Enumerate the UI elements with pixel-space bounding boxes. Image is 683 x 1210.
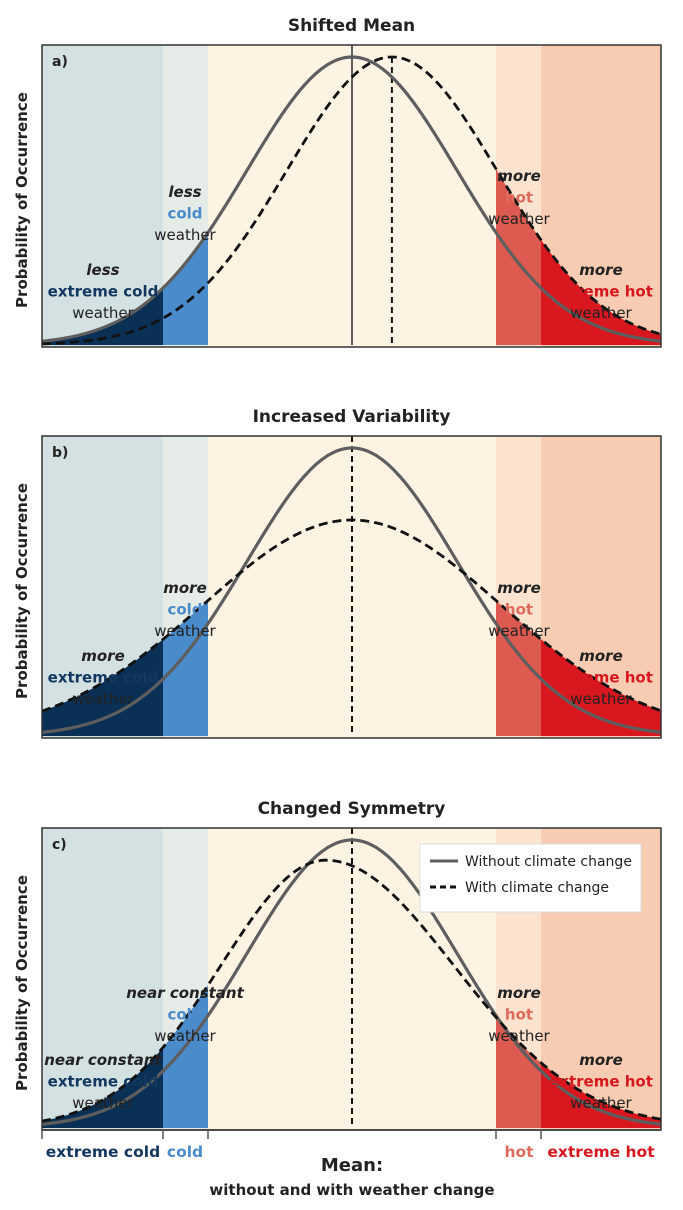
- tail-fill-cold: [163, 985, 208, 1128]
- annotation-cold: more cold weather: [154, 579, 216, 640]
- legend: Without climate change With climate chang…: [419, 843, 642, 913]
- x-category-label: hot: [504, 1143, 534, 1161]
- annotation-qualifier: more: [81, 647, 125, 665]
- annotation-weather: weather: [154, 1027, 216, 1045]
- annotation-extreme-cold: near constant extreme cold weather: [44, 1051, 162, 1112]
- annotation-cold: near constant cold weather: [126, 984, 244, 1045]
- x-category-label: extreme cold: [46, 1143, 160, 1161]
- annotation-category: extreme hot: [549, 1073, 653, 1091]
- annotation-category: extreme cold: [48, 283, 159, 301]
- y-axis-label: Probability of Occurrence: [13, 875, 31, 1091]
- tail-fill-hot: [496, 168, 541, 345]
- curve-with-climate-change: [41, 858, 662, 1123]
- annotation-weather: weather: [72, 1094, 134, 1112]
- curve-without-climate-change: [41, 838, 662, 1126]
- annotation-qualifier: more: [579, 647, 623, 665]
- legend-label: Without climate change: [465, 854, 632, 870]
- annotation-extreme-cold: less extreme cold weather: [48, 261, 159, 322]
- annotation-weather: weather: [154, 226, 216, 244]
- band-extreme-cold: [42, 45, 163, 347]
- panel-frame: [41, 44, 662, 348]
- annotation-hot: more hot weather: [488, 167, 550, 228]
- curve-without-climate-change: [41, 446, 662, 734]
- tail-fill-cold: [163, 600, 208, 736]
- curve-without-climate-change: [41, 55, 662, 343]
- curve-with-climate-change: [41, 55, 662, 346]
- annotation-extreme-hot: more extreme hot weather: [549, 1051, 653, 1112]
- panel-title: Increased Variability: [253, 407, 451, 427]
- panel-frame: [41, 435, 662, 739]
- panel-label: c): [52, 837, 67, 853]
- panel-title: Changed Symmetry: [258, 799, 446, 819]
- panel-title: Shifted Mean: [288, 16, 415, 36]
- annotation-category: extreme hot: [549, 283, 653, 301]
- x-mean-sublabel: without and with weather change: [209, 1181, 494, 1199]
- tail-fill-cold: [163, 232, 208, 345]
- annotation-category: cold: [167, 205, 202, 223]
- x-axis: extreme cold cold hot extreme hot Mean: witho…: [41, 1129, 661, 1199]
- annotation-qualifier: more: [163, 579, 207, 597]
- y-axis-label: Probability of Occurrence: [13, 483, 31, 699]
- panel-b: Increased Variability b) Probability of Oc…: [13, 407, 662, 739]
- annotation-weather: weather: [154, 622, 216, 640]
- annotation-category: hot: [505, 601, 533, 619]
- annotation-category: extreme hot: [549, 669, 653, 687]
- y-axis-label: Probability of Occurrence: [13, 92, 31, 308]
- annotation-qualifier: less: [86, 261, 119, 279]
- panel-label: b): [52, 445, 68, 461]
- annotation-qualifier: more: [497, 984, 541, 1002]
- annotation-weather: weather: [488, 622, 550, 640]
- annotation-cold: less cold weather: [154, 183, 216, 244]
- annotation-category: cold: [167, 601, 202, 619]
- panel-a: Shifted Mean a) Probability of Occurrence l…: [13, 16, 662, 348]
- annotation-category: extreme cold: [48, 1073, 159, 1091]
- annotation-weather: weather: [488, 210, 550, 228]
- x-category-label: extreme hot: [547, 1143, 655, 1161]
- tail-fill-hot: [496, 600, 541, 736]
- annotation-qualifier: more: [497, 167, 541, 185]
- annotation-weather: weather: [570, 1094, 632, 1112]
- x-mean-label: Mean:: [321, 1155, 383, 1176]
- annotation-qualifier: more: [497, 579, 541, 597]
- tail-fill-hot: [496, 1015, 541, 1128]
- annotation-category: extreme cold: [48, 669, 159, 687]
- annotation-qualifier: more: [579, 261, 623, 279]
- annotation-weather: weather: [570, 304, 632, 322]
- annotation-weather: weather: [570, 690, 632, 708]
- panel-c: Changed Symmetry c) Probability of Occurre…: [13, 799, 662, 1131]
- annotation-weather: weather: [72, 304, 134, 322]
- panel-label: a): [52, 54, 68, 70]
- annotation-extreme-hot: more extreme hot weather: [549, 647, 653, 708]
- x-category-label: cold: [167, 1143, 203, 1161]
- annotation-qualifier: near constant: [44, 1051, 162, 1069]
- annotation-qualifier: less: [168, 183, 201, 201]
- annotation-qualifier: more: [579, 1051, 623, 1069]
- annotation-extreme-cold: more extreme cold weather: [48, 647, 159, 708]
- annotation-hot: more hot weather: [488, 984, 550, 1045]
- legend-box: [419, 843, 642, 913]
- annotation-hot: more hot weather: [488, 579, 550, 640]
- curve-with-climate-change: [41, 518, 662, 713]
- legend-label: With climate change: [465, 880, 609, 896]
- annotation-category: hot: [505, 1006, 533, 1024]
- annotation-category: cold: [167, 1006, 202, 1024]
- annotation-weather: weather: [488, 1027, 550, 1045]
- annotation-qualifier: near constant: [126, 984, 244, 1002]
- annotation-weather: weather: [72, 690, 134, 708]
- annotation-extreme-hot: more extreme hot weather: [549, 261, 653, 322]
- tail-fill-extreme-cold: [42, 1047, 163, 1128]
- tail-fill-extreme-hot: [541, 239, 661, 345]
- tail-fill-extreme-hot: [541, 1062, 661, 1128]
- annotation-category: hot: [505, 189, 533, 207]
